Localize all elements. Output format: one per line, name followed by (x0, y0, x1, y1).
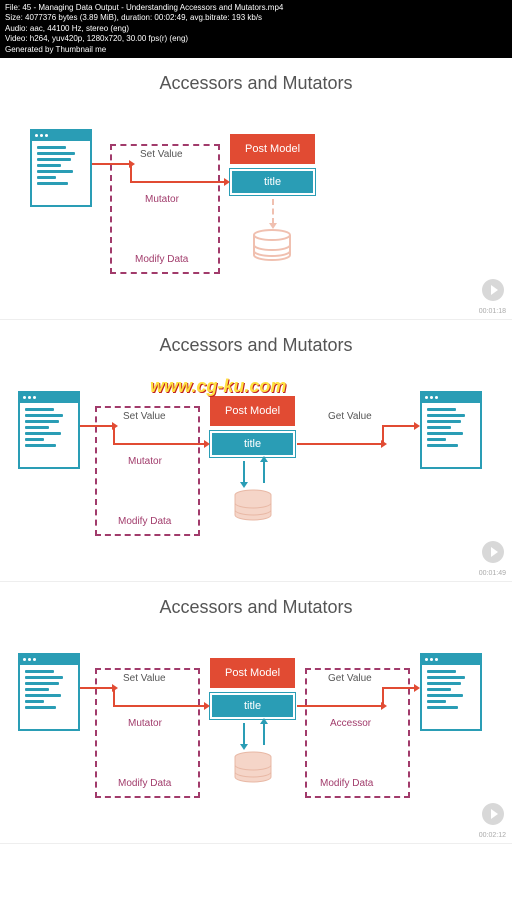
arrow-r2 (382, 687, 415, 689)
diagram-2: www.cg-ku.com Set Value Mutator Modify D… (0, 381, 512, 561)
modify-data-left: Modify Data (118, 778, 171, 789)
mutator-label: Mutator (128, 718, 162, 729)
arrow-l2 (113, 443, 205, 445)
timestamp: 00:02:12 (479, 832, 506, 839)
generated-line: Generated by Thumbnail me (5, 45, 507, 55)
database-icon (233, 489, 273, 525)
arrow-1v (130, 163, 132, 181)
arrow-2 (130, 181, 225, 183)
set-value-label: Set Value (140, 149, 183, 160)
slide-title: Accessors and Mutators (0, 73, 512, 94)
arrow-up-1 (263, 461, 265, 483)
post-model-box: Post Model (210, 396, 295, 426)
accessor-label: Accessor (330, 718, 371, 729)
arrow-l1 (80, 687, 113, 689)
set-value-label: Set Value (123, 673, 166, 684)
slide-2: Accessors and Mutators www.cg-ku.com Set… (0, 320, 512, 582)
diagram-3: Set Value Mutator Modify Data Get Value … (0, 643, 512, 823)
arrow-r1 (297, 443, 382, 445)
mutator-label: Mutator (128, 456, 162, 467)
arrow-r1v (382, 425, 384, 443)
modify-data-label: Modify Data (135, 254, 188, 265)
code-window-left (18, 653, 80, 731)
audio-line: Audio: aac, 44100 Hz, stereo (eng) (5, 24, 507, 34)
arrow-1 (92, 163, 130, 165)
modify-data-right: Modify Data (320, 778, 373, 789)
modify-data-label: Modify Data (118, 516, 171, 527)
database-icon (233, 751, 273, 787)
arrow-r1 (297, 705, 382, 707)
post-model-box: Post Model (230, 134, 315, 164)
title-box: title (230, 169, 315, 195)
title-box: title (210, 431, 295, 457)
arrow-l1v (113, 425, 115, 443)
get-value-label: Get Value (328, 673, 372, 684)
slide-3: Accessors and Mutators Set Value Mutator… (0, 582, 512, 844)
file-line: File: 45 - Managing Data Output - Unders… (5, 3, 507, 13)
code-window-left (30, 129, 92, 207)
code-window-right (420, 391, 482, 469)
slide-1: Accessors and Mutators Set Value Mutator… (0, 58, 512, 320)
timestamp: 00:01:49 (479, 570, 506, 577)
get-value-label: Get Value (328, 411, 372, 422)
size-line: Size: 4077376 bytes (3.89 MiB), duration… (5, 13, 507, 23)
slide-title: Accessors and Mutators (0, 335, 512, 356)
arrow-up-1 (263, 723, 265, 745)
play-button[interactable] (482, 541, 504, 563)
slide-title: Accessors and Mutators (0, 597, 512, 618)
arrow-down-1 (243, 723, 245, 745)
database-icon (252, 229, 292, 265)
mutator-label: Mutator (145, 194, 179, 205)
post-model-box: Post Model (210, 658, 295, 688)
play-button[interactable] (482, 803, 504, 825)
arrow-l1v (113, 687, 115, 705)
arrow-l1 (80, 425, 113, 427)
code-window-right (420, 653, 482, 731)
watermark: www.cg-ku.com (150, 376, 286, 397)
code-window-left (18, 391, 80, 469)
set-value-label: Set Value (123, 411, 166, 422)
arrow-r1v (382, 687, 384, 705)
metadata-header: File: 45 - Managing Data Output - Unders… (0, 0, 512, 58)
title-box: title (210, 693, 295, 719)
timestamp: 00:01:18 (479, 308, 506, 315)
arrow-down-1 (243, 461, 245, 483)
arrow-down (272, 199, 274, 224)
arrow-l2 (113, 705, 205, 707)
diagram-1: Set Value Mutator Modify Data Post Model… (0, 119, 512, 299)
play-button[interactable] (482, 279, 504, 301)
arrow-r2 (382, 425, 415, 427)
video-line: Video: h264, yuv420p, 1280x720, 30.00 fp… (5, 34, 507, 44)
